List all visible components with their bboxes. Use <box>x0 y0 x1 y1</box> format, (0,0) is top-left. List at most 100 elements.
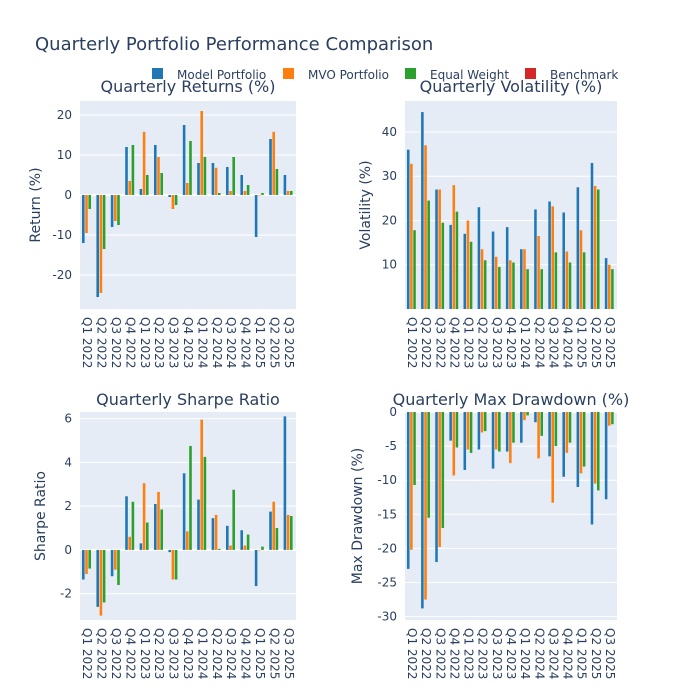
bar-model-portfolio[interactable] <box>548 412 551 457</box>
bar-mvo-portfolio[interactable] <box>494 256 498 309</box>
legend-label-1[interactable]: MVO Portfolio <box>308 68 389 82</box>
bar-mvo-portfolio[interactable] <box>452 185 456 309</box>
bar-equal-weight[interactable] <box>160 509 163 550</box>
bar-mvo-portfolio[interactable] <box>243 545 247 550</box>
bar-mvo-portfolio[interactable] <box>186 183 189 195</box>
bar-mvo-portfolio[interactable] <box>466 220 470 309</box>
legend-swatch-3[interactable] <box>525 68 536 79</box>
bar-equal-weight[interactable] <box>582 252 586 309</box>
bar-model-portfolio[interactable] <box>406 412 410 569</box>
bar-mvo-portfolio[interactable] <box>480 412 484 433</box>
bar-model-portfolio[interactable] <box>110 195 114 227</box>
bar-mvo-portfolio[interactable] <box>272 501 275 550</box>
bar-equal-weight[interactable] <box>290 516 293 550</box>
bar-equal-weight[interactable] <box>232 489 235 550</box>
bar-equal-weight[interactable] <box>246 534 250 550</box>
bar-model-portfolio[interactable] <box>477 207 481 309</box>
bar-model-portfolio[interactable] <box>421 412 424 609</box>
bar-model-portfolio[interactable] <box>211 163 215 195</box>
bar-model-portfolio[interactable] <box>139 543 143 550</box>
bar-equal-weight[interactable] <box>455 412 459 448</box>
bar-mvo-portfolio[interactable] <box>537 235 540 309</box>
bar-mvo-portfolio[interactable] <box>142 483 146 550</box>
bar-equal-weight[interactable] <box>413 412 416 485</box>
bar-equal-weight[interactable] <box>146 522 149 550</box>
bar-equal-weight[interactable] <box>146 175 149 195</box>
bar-equal-weight[interactable] <box>526 412 529 416</box>
bar-model-portfolio[interactable] <box>182 473 186 550</box>
bar-mvo-portfolio[interactable] <box>452 412 456 476</box>
bar-model-portfolio[interactable] <box>96 195 100 297</box>
bar-mvo-portfolio[interactable] <box>85 549 88 575</box>
bar-model-portfolio[interactable] <box>139 189 143 195</box>
bar-equal-weight[interactable] <box>498 266 501 309</box>
bar-mvo-portfolio[interactable] <box>593 412 597 484</box>
bar-mvo-portfolio[interactable] <box>438 412 441 548</box>
bar-equal-weight[interactable] <box>88 195 91 209</box>
bar-equal-weight[interactable] <box>102 195 106 249</box>
bar-mvo-portfolio[interactable] <box>99 195 103 293</box>
bar-mvo-portfolio[interactable] <box>142 131 146 195</box>
bar-equal-weight[interactable] <box>568 412 572 443</box>
bar-model-portfolio[interactable] <box>576 412 580 488</box>
bar-mvo-portfolio[interactable] <box>114 195 117 221</box>
bar-mvo-portfolio[interactable] <box>466 412 470 450</box>
bar-model-portfolio[interactable] <box>505 227 509 309</box>
bar-equal-weight[interactable] <box>275 169 279 195</box>
bar-mvo-portfolio[interactable] <box>551 412 554 503</box>
bar-equal-weight[interactable] <box>203 157 207 195</box>
legend-swatch-1[interactable] <box>283 68 294 79</box>
bar-equal-weight[interactable] <box>441 412 445 528</box>
bar-model-portfolio[interactable] <box>491 231 495 309</box>
bar-mvo-portfolio[interactable] <box>410 412 413 550</box>
bar-model-portfolio[interactable] <box>562 212 565 309</box>
bar-model-portfolio[interactable] <box>505 412 509 452</box>
bar-mvo-portfolio[interactable] <box>565 412 569 453</box>
bar-mvo-portfolio[interactable] <box>565 251 569 309</box>
bar-equal-weight[interactable] <box>131 501 135 550</box>
bar-model-portfolio[interactable] <box>604 258 608 309</box>
bar-model-portfolio[interactable] <box>435 412 438 563</box>
bar-equal-weight[interactable] <box>203 456 207 550</box>
bar-mvo-portfolio[interactable] <box>243 191 247 195</box>
bar-model-portfolio[interactable] <box>125 496 128 550</box>
bar-model-portfolio[interactable] <box>576 187 580 309</box>
bar-mvo-portfolio[interactable] <box>200 419 203 550</box>
bar-equal-weight[interactable] <box>117 195 120 225</box>
bar-mvo-portfolio[interactable] <box>157 491 160 550</box>
bar-equal-weight[interactable] <box>117 549 120 585</box>
bar-equal-weight[interactable] <box>554 412 558 447</box>
bar-equal-weight[interactable] <box>427 200 430 309</box>
bar-model-portfolio[interactable] <box>548 201 551 309</box>
bar-equal-weight[interactable] <box>218 548 221 550</box>
legend-label-3[interactable]: Benchmark <box>550 68 618 82</box>
bar-mvo-portfolio[interactable] <box>171 549 175 580</box>
bar-mvo-portfolio[interactable] <box>171 195 175 209</box>
bar-mvo-portfolio[interactable] <box>593 185 597 309</box>
bar-model-portfolio[interactable] <box>449 224 452 309</box>
bar-equal-weight[interactable] <box>174 195 178 205</box>
bar-mvo-portfolio[interactable] <box>438 189 441 309</box>
bar-model-portfolio[interactable] <box>477 412 481 450</box>
bar-model-portfolio[interactable] <box>240 175 244 195</box>
bar-mvo-portfolio[interactable] <box>229 545 232 550</box>
bar-mvo-portfolio[interactable] <box>99 549 103 616</box>
bar-mvo-portfolio[interactable] <box>480 249 484 309</box>
bar-mvo-portfolio[interactable] <box>272 131 275 195</box>
bar-equal-weight[interactable] <box>218 193 221 195</box>
bar-equal-weight[interactable] <box>261 193 264 195</box>
bar-model-portfolio[interactable] <box>226 525 229 550</box>
bar-mvo-portfolio[interactable] <box>523 412 526 421</box>
bar-equal-weight[interactable] <box>275 528 279 550</box>
bar-model-portfolio[interactable] <box>590 412 594 525</box>
bar-model-portfolio[interactable] <box>534 209 537 309</box>
bar-mvo-portfolio[interactable] <box>607 264 611 309</box>
bar-model-portfolio[interactable] <box>421 112 424 309</box>
bar-mvo-portfolio[interactable] <box>537 412 540 459</box>
bar-model-portfolio[interactable] <box>520 249 523 309</box>
bar-equal-weight[interactable] <box>189 445 192 550</box>
bar-equal-weight[interactable] <box>232 157 235 195</box>
bar-equal-weight[interactable] <box>512 262 515 309</box>
bar-model-portfolio[interactable] <box>590 162 594 309</box>
bar-mvo-portfolio[interactable] <box>410 163 413 309</box>
